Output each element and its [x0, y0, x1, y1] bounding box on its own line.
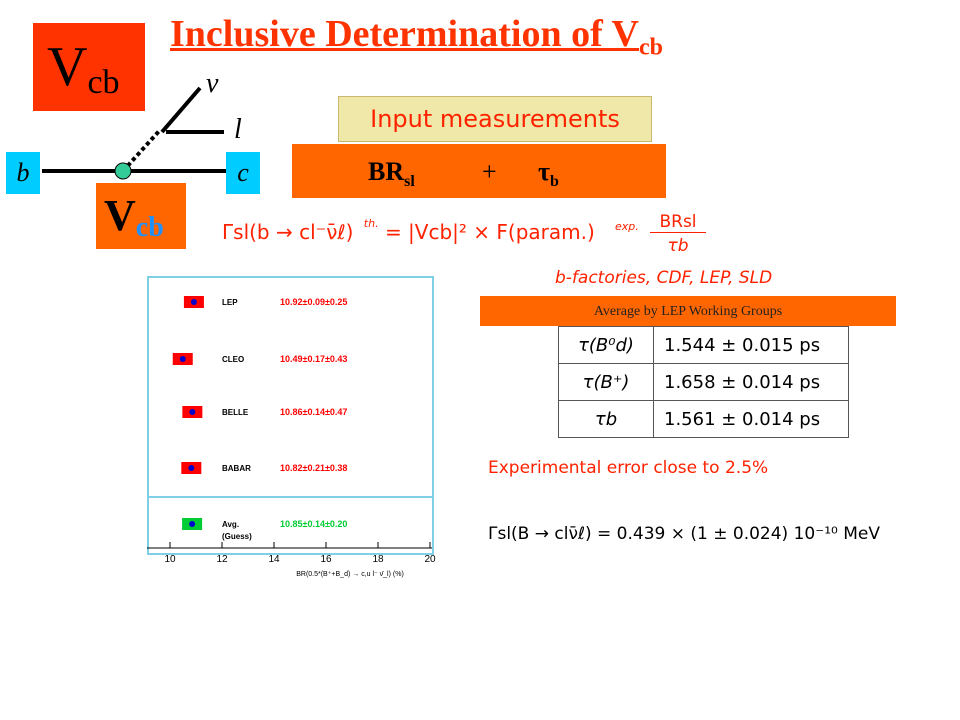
decay-diagram [42, 86, 232, 180]
plot-frame [147, 276, 434, 555]
data-label: 10.82±0.21±0.38 [280, 463, 347, 473]
br-numerator: BRsl [650, 212, 706, 233]
vcb-vertex-box: Vcb [96, 183, 186, 249]
series-name: CLEO [222, 355, 244, 364]
x-tick-label: 20 [424, 554, 436, 565]
value-cell: 1.544 ± 0.015 ps [653, 326, 849, 364]
x-tick-label: 18 [372, 554, 384, 565]
lifetime-table: τ(B⁰d) 1.544 ± 0.015 ps τ(B⁺) 1.658 ± 0.01… [558, 326, 849, 438]
exp-label: exp. [615, 220, 639, 233]
data-label: 10.86±0.14±0.47 [280, 407, 347, 417]
value-cell: 1.561 ± 0.014 ps [653, 400, 849, 438]
x-tick-label: 16 [320, 554, 332, 565]
error-note: Experimental error close to 2.5% [488, 458, 769, 478]
data-point [189, 521, 196, 527]
lepton-label: l [234, 114, 242, 145]
quantity-cell: τ(B⁰d) [558, 326, 654, 364]
neutrino-label: ν [206, 68, 219, 99]
sources-label: b-factories, CDF, LEP, SLD [555, 268, 773, 288]
data-point [190, 299, 197, 305]
vcb-label-box: Vcb [33, 23, 145, 111]
average-label: Average by LEP Working Groups [480, 296, 896, 326]
series-name: (Guess) [222, 532, 252, 541]
br-measurement-plot: LEP 10.92±0.09±0.25 CLEO 10.49±0.17±0.43 BEL… [147, 296, 436, 578]
input-measurements-label: Input measurements [338, 96, 652, 142]
br-tau-box: BRsl + τb [292, 144, 666, 198]
data-label: 10.92±0.09±0.25 [280, 297, 347, 307]
table-row: τ(B⁺) 1.658 ± 0.014 ps [558, 363, 849, 401]
page-title: Inclusive Determination of Vcb [170, 13, 663, 61]
tau-denominator: τb [667, 236, 689, 256]
series-name: BELLE [222, 408, 249, 417]
vertex-dot [114, 162, 132, 180]
quark-c-label: c [226, 152, 260, 194]
x-axis-label: BR(0.5*(B⁺+B_d) → c,u l⁻ ν̄_l) (%) [296, 571, 404, 578]
final-formula: Γsl(B → clν̄ℓ) = 0.439 × (1 ± 0.024) 10⁻… [488, 524, 880, 544]
data-label: 10.85±0.14±0.20 [280, 519, 347, 529]
series-name: BABAR [222, 464, 251, 473]
table-row: τ(B⁰d) 1.544 ± 0.015 ps [558, 326, 849, 364]
x-tick-label: 14 [268, 554, 280, 565]
data-label: 10.49±0.17±0.43 [280, 354, 347, 364]
quantity-cell: τb [558, 400, 654, 438]
series-name: Avg. [222, 520, 239, 529]
quark-b-label: b [6, 152, 40, 194]
data-point [188, 465, 195, 471]
table-row: τb 1.561 ± 0.014 ps [558, 400, 849, 438]
data-point [189, 409, 196, 415]
data-point [179, 356, 186, 362]
series-name: LEP [222, 298, 238, 307]
value-cell: 1.658 ± 0.014 ps [653, 363, 849, 401]
gamma-formula: Γsl(b → cl⁻ν̄ℓ) th. = |Vcb|² × F(param.) [222, 217, 595, 244]
x-tick-label: 12 [216, 554, 228, 565]
x-tick-label: 10 [164, 554, 176, 565]
quantity-cell: τ(B⁺) [558, 363, 654, 401]
